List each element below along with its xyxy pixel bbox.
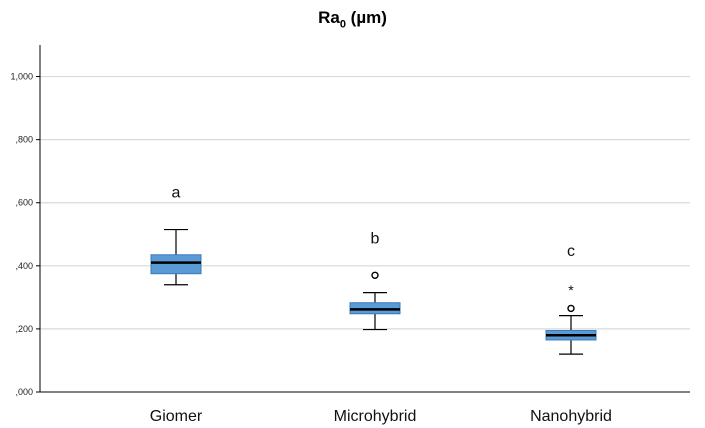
x-category-label: Nanohybrid: [530, 408, 612, 425]
y-tick-label: ,600: [15, 198, 33, 208]
group-letter: a: [172, 185, 181, 202]
group-letter: b: [371, 230, 380, 247]
extreme-point: *: [568, 282, 574, 298]
outlier-point: [567, 304, 575, 313]
x-category-label: Microhybrid: [334, 408, 417, 425]
box-iqr: [150, 254, 202, 275]
chart-title: Ra0 (µm): [0, 8, 705, 30]
y-tick-label: 1,000: [10, 72, 33, 82]
y-tick-label: ,200: [15, 324, 33, 334]
y-tick-label: ,000: [15, 387, 33, 397]
title-subscript: 0: [339, 18, 346, 31]
title-unit: (µm): [345, 8, 387, 27]
group-letter: c: [567, 243, 575, 260]
y-tick-label: ,400: [15, 261, 33, 271]
title-main: Ra: [318, 8, 340, 27]
outlier-point: [371, 271, 379, 279]
x-category-label: Giomer: [150, 408, 203, 425]
y-tick-label: ,800: [15, 135, 33, 145]
